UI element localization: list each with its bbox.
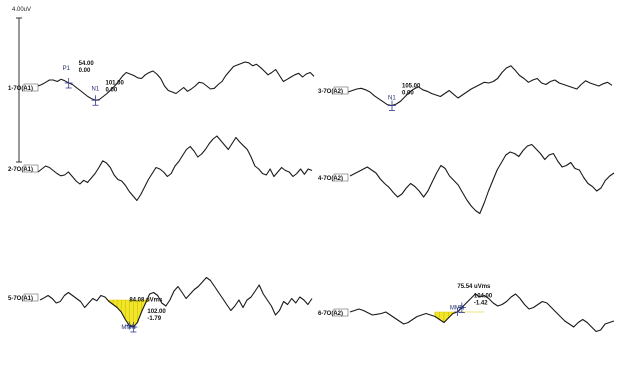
peak-latency: 101.00 [106, 80, 125, 86]
peak-marker-name: P1 [63, 66, 71, 72]
peak-marker-name: N1 [92, 86, 100, 92]
peak-latency: 54.00 [79, 61, 95, 67]
channel-label: 4-7O(A2) [318, 176, 343, 182]
peak-latency: 102.00 [147, 309, 166, 315]
channel-label-box [23, 164, 39, 173]
area-marker [126, 321, 133, 330]
peak-amplitude: -1.42 [474, 301, 488, 307]
peak-latency: 75.54 uVms [457, 284, 491, 290]
channel-label-box [23, 83, 39, 92]
peak-marker-name: MMN [450, 306, 464, 312]
area-marker [454, 308, 461, 316]
peak-marker [64, 78, 73, 88]
peak-latency: 104.00 [474, 294, 493, 300]
peak-marker [457, 302, 466, 313]
waveform-panel: 5-7O(A1) 84.08 uVms MMN 102.00-1.79 [8, 276, 313, 333]
peak-marker-name: MMN [121, 325, 135, 331]
peak-marker-name: N1 [388, 96, 396, 102]
peak-amplitude: -1.79 [147, 316, 161, 322]
peak-marker [388, 100, 396, 111]
channel-label: 5-7O(A1) [8, 296, 33, 302]
peak-latency: 105.00 [402, 84, 421, 90]
peak-amplitude: 0.00 [106, 87, 118, 93]
channel-label: 3-7O(A2) [318, 89, 343, 95]
waveform-trace [349, 143, 615, 215]
channel-label-box [333, 308, 349, 317]
peak-marker [91, 95, 100, 106]
channel-label-box [23, 293, 39, 302]
waveform-trace [37, 61, 315, 101]
channel-label: 6-7O(A2) [318, 311, 343, 317]
peak-marker [129, 322, 138, 332]
channel-label: 1-7O(A1) [8, 86, 33, 92]
waveform-trace [37, 135, 313, 202]
waveform-panel: 4-7O(A2) [318, 143, 615, 215]
waveform-trace [39, 276, 313, 328]
waveform-trace [349, 293, 615, 333]
waveform-panel: 2-7O(A1) [8, 135, 313, 202]
peak-amplitude: 0.00 [402, 91, 414, 97]
channel-label-box [333, 173, 349, 182]
waveform-panel: 3-7O(A2) N1 105.000.00 [318, 65, 613, 111]
channel-label: 2-7O(A1) [8, 167, 33, 173]
peak-latency: 84.08 uVms [129, 298, 163, 304]
peak-amplitude: 0.00 [79, 68, 91, 74]
channel-label-box [333, 86, 349, 95]
waveform-panel: 6-7O(A2) 75.54 uVms MMN 104.00-1.42 [318, 284, 615, 333]
scale-bar-label: 4.00uV [12, 7, 31, 13]
